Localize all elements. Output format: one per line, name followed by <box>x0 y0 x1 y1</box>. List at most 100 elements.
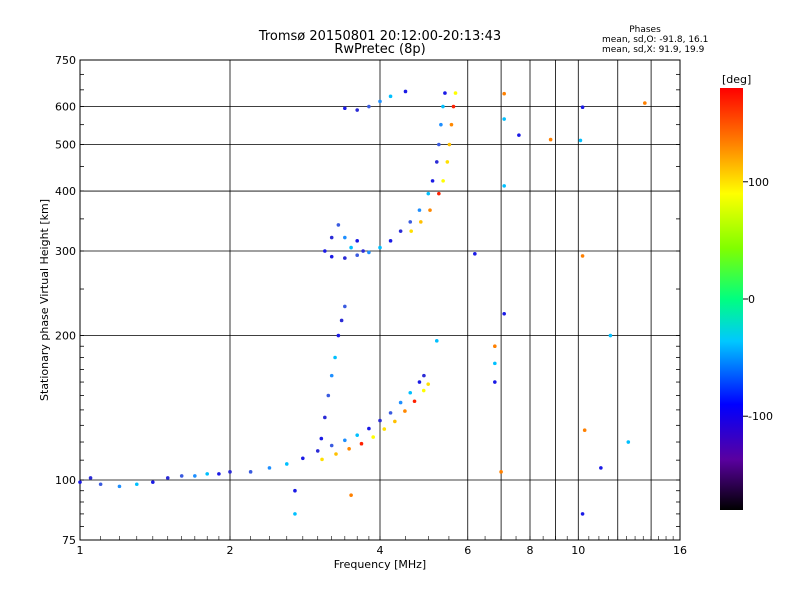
data-point <box>217 472 221 476</box>
data-point <box>359 441 364 446</box>
y-tick-label: 500 <box>55 139 76 152</box>
phase-legend-title: Phases <box>629 25 661 35</box>
data-point <box>578 138 583 143</box>
data-point <box>517 133 521 137</box>
data-point <box>388 239 393 243</box>
data-point <box>367 426 371 431</box>
data-point <box>355 108 359 112</box>
data-point <box>284 462 289 466</box>
data-point <box>580 254 585 258</box>
data-point <box>205 472 209 476</box>
data-point <box>165 476 170 480</box>
data-point <box>329 254 334 259</box>
data-point <box>343 304 347 309</box>
data-point <box>437 191 441 196</box>
data-point <box>329 235 334 240</box>
y-axis-label: Stationary phase Virtual Height [km] <box>38 199 51 401</box>
colorbar-label: [deg] <box>722 73 751 86</box>
x-tick-label: 10 <box>571 544 585 557</box>
data-point <box>388 411 393 415</box>
x-tick-label: 6 <box>464 544 471 557</box>
data-point <box>499 470 503 474</box>
data-point <box>493 361 497 366</box>
data-point <box>293 512 297 516</box>
data-point <box>421 388 426 393</box>
y-tick-label: 300 <box>55 245 76 258</box>
colorbar-ticks: 100 0 -100 <box>743 176 773 423</box>
data-point <box>493 344 497 349</box>
data-point <box>422 373 426 378</box>
data-point <box>319 436 324 441</box>
x-tick-label: 1 <box>77 544 84 557</box>
data-point <box>548 137 553 142</box>
data-point <box>643 101 647 105</box>
data-point <box>408 390 413 395</box>
data-point <box>378 418 382 423</box>
data-point <box>151 480 155 484</box>
data-point <box>449 122 454 127</box>
data-point <box>409 229 413 233</box>
data-point <box>398 400 403 405</box>
chart-subtitle: RwPretec (8p) <box>334 42 425 57</box>
y-tick-label: 600 <box>55 101 76 114</box>
data-point <box>430 179 435 183</box>
data-point <box>293 488 297 493</box>
data-point <box>434 160 439 164</box>
data-point <box>412 399 417 404</box>
data-point <box>343 106 347 111</box>
x-tick-label: 2 <box>227 544 234 557</box>
data-point <box>248 470 253 474</box>
data-point <box>502 184 506 188</box>
data-point <box>382 427 387 431</box>
data-point <box>117 484 122 489</box>
data-point <box>336 333 341 338</box>
data-point <box>361 249 365 253</box>
data-point <box>98 482 103 487</box>
data-point <box>451 104 456 109</box>
data-point <box>88 476 93 480</box>
data-point <box>329 373 334 378</box>
data-point <box>371 435 375 439</box>
y-tick-label: 200 <box>55 330 76 343</box>
data-point <box>267 466 272 470</box>
data-point <box>398 229 403 233</box>
data-point <box>78 480 82 484</box>
data-point <box>355 239 359 243</box>
data-point <box>343 235 347 240</box>
data-point <box>179 474 184 478</box>
data-point <box>326 393 331 398</box>
y-tick-label: 100 <box>55 474 76 487</box>
data-point <box>445 160 450 164</box>
data-point <box>343 256 347 260</box>
data-point <box>378 245 382 250</box>
data-point <box>367 104 371 109</box>
data-point <box>339 318 344 323</box>
data-point <box>315 449 320 453</box>
data-point <box>329 443 334 448</box>
x-axis-label: Frequency [MHz] <box>334 558 426 571</box>
data-point <box>347 447 351 451</box>
data-point <box>323 249 327 253</box>
data-point <box>441 104 445 109</box>
data-point <box>333 355 337 360</box>
y-tick-label: 75 <box>62 534 76 547</box>
data-point <box>502 91 506 96</box>
data-point <box>355 253 359 258</box>
x-tick-label: 16 <box>673 544 687 557</box>
data-point <box>334 452 338 456</box>
data-point <box>441 179 445 183</box>
phase-legend-o: mean, sd,O: -91.8, 16.1 <box>602 35 708 45</box>
data-point <box>447 142 452 147</box>
data-point <box>493 380 497 384</box>
colorbar-tick-label: -100 <box>748 410 773 423</box>
data-point <box>336 223 341 227</box>
data-point <box>388 94 393 99</box>
y-tick-label: 750 <box>55 54 76 67</box>
data-point <box>378 99 382 104</box>
data-point <box>403 89 408 94</box>
data-point <box>428 208 432 212</box>
data-point <box>417 208 422 212</box>
data-point <box>343 438 347 443</box>
data-point <box>301 456 305 461</box>
